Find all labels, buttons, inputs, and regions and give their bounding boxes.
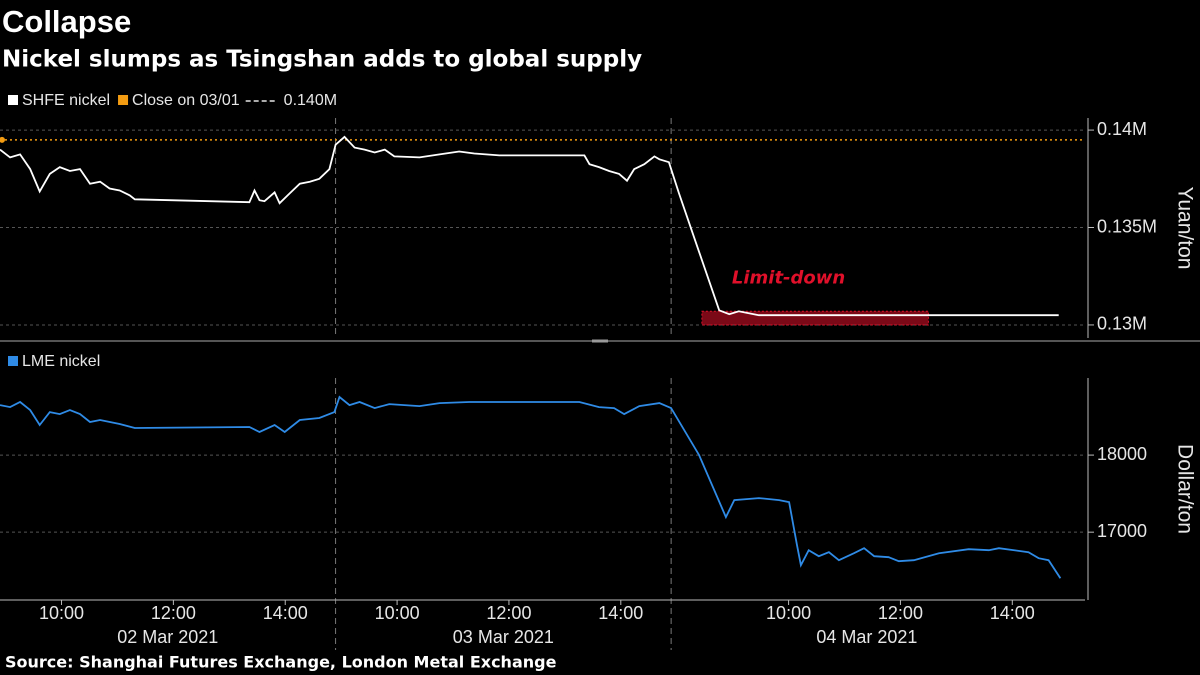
x-tick-label: 12:00 [878, 603, 923, 623]
highlight-label: Limit-down [732, 267, 845, 288]
y-tick-label: 17000 [1097, 521, 1147, 541]
legend-label: Close on 03/01 [132, 92, 240, 109]
legend-label: SHFE nickel [22, 92, 110, 109]
chart-title: Collapse [2, 4, 131, 39]
highlight-box [701, 310, 929, 326]
x-tick-label: 10:00 [39, 603, 84, 623]
legend-swatch [118, 95, 129, 105]
x-group-label: 02 Mar 2021 [117, 627, 218, 647]
y-axis-label: Dollar/ton [1173, 444, 1196, 534]
x-tick-label: 10:00 [766, 603, 811, 623]
y-tick-label: 0.13M [1097, 314, 1147, 334]
x-tick-label: 14:00 [990, 603, 1035, 623]
series-line [0, 395, 1062, 579]
x-tick-label: 12:00 [151, 603, 196, 623]
legend-label: LME nickel [22, 353, 100, 370]
legend-value: 0.140M [284, 92, 337, 109]
y-tick-label: 18000 [1097, 444, 1147, 464]
x-group-label: 03 Mar 2021 [453, 627, 554, 647]
x-tick-label: 14:00 [263, 603, 308, 623]
x-tick-label: 10:00 [375, 603, 420, 623]
y-tick-label: 0.14M [1097, 119, 1147, 139]
series-line [0, 135, 1059, 317]
legend-swatch [8, 95, 18, 105]
x-tick-label: 14:00 [598, 603, 643, 623]
y-axis-label: Yuan/ton [1173, 187, 1196, 270]
y-tick-label: 0.135M [1097, 216, 1157, 236]
x-tick-label: 12:00 [486, 603, 531, 623]
chart-subtitle: Nickel slumps as Tsingshan adds to globa… [2, 47, 642, 73]
x-group-label: 04 Mar 2021 [816, 627, 917, 647]
legend-swatch [8, 356, 18, 366]
source: Source: Shanghai Futures Exchange, Londo… [5, 653, 557, 672]
reference-marker [0, 136, 5, 143]
